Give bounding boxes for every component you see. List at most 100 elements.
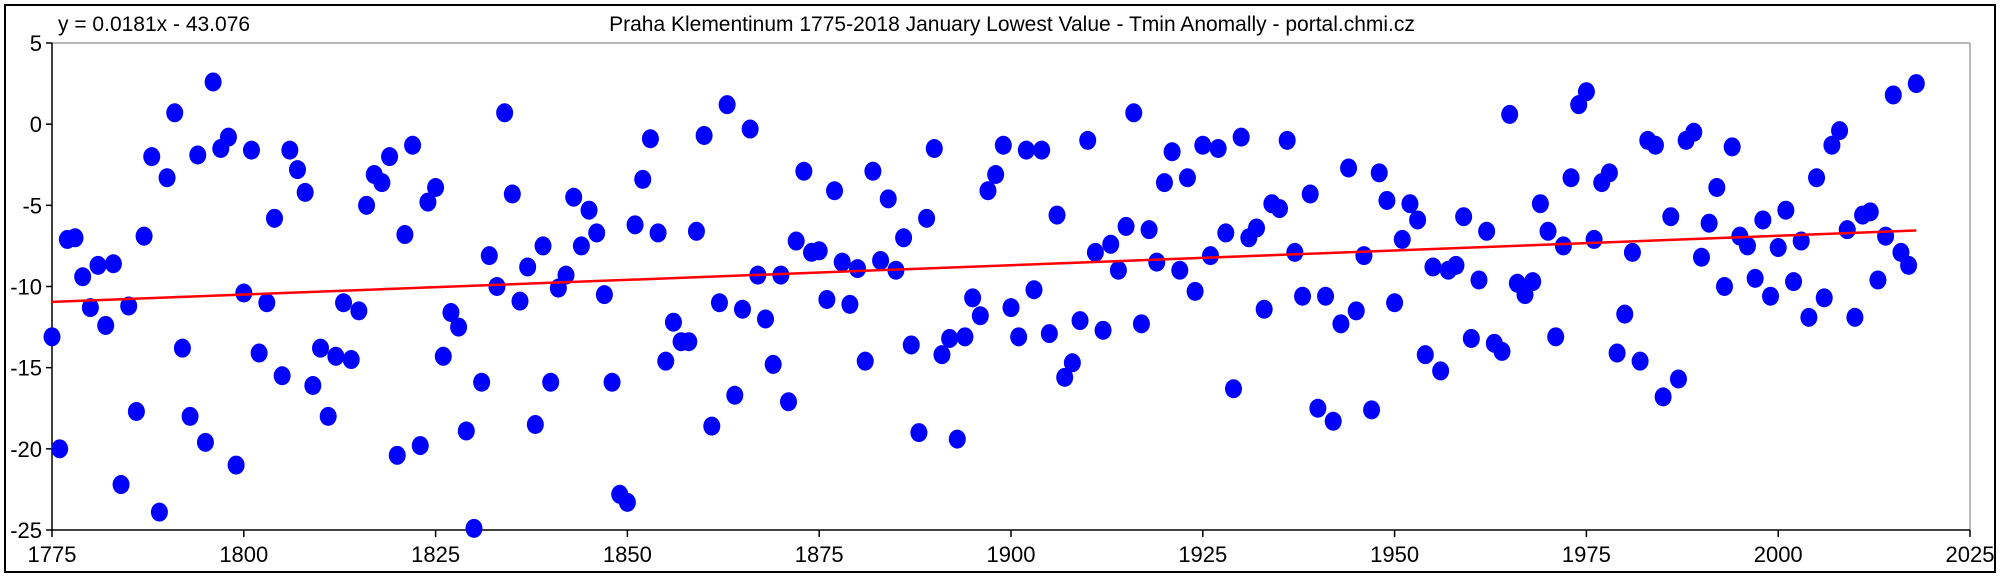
data-point-1827	[442, 302, 460, 322]
data-point-1807	[289, 160, 307, 180]
x-tick-label: 2000	[1754, 542, 1803, 567]
data-point-1868	[756, 309, 774, 329]
data-point-1886	[895, 228, 913, 248]
data-point-1814	[342, 350, 360, 370]
x-tick-label: 1775	[28, 542, 77, 567]
data-point-1883	[872, 251, 890, 271]
data-point-1842	[557, 265, 575, 285]
data-point-1780	[81, 298, 99, 318]
data-point-1818	[373, 173, 391, 193]
data-point-1986	[1662, 207, 1680, 227]
data-point-1951	[1393, 229, 1411, 249]
data-point-1876	[818, 289, 836, 309]
data-point-1845	[580, 200, 598, 220]
data-point-2007	[1823, 135, 1841, 155]
data-point-1840	[542, 372, 560, 392]
data-point-1969	[1531, 194, 1549, 214]
data-point-1889	[918, 208, 936, 228]
data-point-1778	[66, 228, 84, 248]
data-point-1892	[941, 328, 959, 348]
data-point-1900	[1002, 298, 1020, 318]
data-point-2010	[1846, 307, 1864, 327]
data-point-1906	[1048, 205, 1066, 225]
data-point-1834	[496, 103, 514, 123]
data-point-1981	[1623, 242, 1641, 262]
y-tick-label: 0	[30, 112, 42, 137]
data-point-1999	[1762, 286, 1780, 306]
data-point-1872	[787, 231, 805, 251]
data-point-1838	[526, 414, 544, 434]
data-point-1865	[733, 299, 751, 319]
data-point-1925	[1194, 135, 1212, 155]
data-point-1909	[1071, 311, 1089, 331]
data-point-1927	[1209, 139, 1227, 159]
data-point-2005	[1808, 168, 1826, 188]
data-point-2013	[1869, 270, 1887, 290]
data-point-1932	[1248, 218, 1266, 238]
data-point-1864	[726, 385, 744, 405]
data-point-1787	[135, 226, 153, 246]
data-point-1821	[396, 225, 414, 245]
data-point-1878	[833, 252, 851, 272]
data-point-1958	[1447, 255, 1465, 275]
data-point-1813	[335, 293, 353, 313]
data-point-1846	[588, 223, 606, 243]
data-point-1978	[1600, 163, 1618, 183]
data-point-1972	[1554, 236, 1572, 256]
data-point-1942	[1324, 411, 1342, 431]
data-point-1915	[1117, 216, 1135, 236]
data-point-1828	[450, 317, 468, 337]
data-point-1875	[810, 241, 828, 261]
data-point-1991	[1700, 213, 1718, 233]
x-tick-label: 1850	[603, 542, 652, 567]
data-point-1943	[1332, 314, 1350, 334]
data-point-1820	[388, 445, 406, 465]
data-point-1800	[235, 283, 253, 303]
data-point-2004	[1800, 307, 1818, 327]
data-point-1946	[1355, 246, 1373, 266]
data-point-1873	[795, 161, 813, 181]
trendline	[51, 229, 1917, 304]
data-point-1949	[1378, 190, 1396, 210]
data-point-1819	[381, 147, 399, 167]
data-point-1856	[664, 312, 682, 332]
trendline-equation: y = 0.0181x - 43.076	[58, 13, 250, 36]
data-point-1985	[1654, 387, 1672, 407]
data-point-1844	[572, 236, 590, 256]
data-point-2012	[1861, 202, 1879, 222]
data-point-1952	[1401, 194, 1419, 214]
data-point-1835	[503, 184, 521, 204]
data-point-1858	[680, 332, 698, 352]
data-point-1902	[1017, 140, 1035, 160]
y-tick-label: -25	[10, 518, 42, 543]
data-point-1802	[250, 343, 268, 363]
y-tick-label: -5	[22, 193, 42, 218]
chart-frame	[4, 4, 1996, 573]
data-point-1783	[104, 254, 122, 274]
data-point-1917	[1132, 314, 1150, 334]
data-point-1950	[1386, 293, 1404, 313]
data-point-1859	[687, 221, 705, 241]
data-point-1933	[1255, 299, 1273, 319]
data-point-1918	[1140, 220, 1158, 240]
data-point-1790	[158, 168, 176, 188]
data-point-2014	[1877, 226, 1895, 246]
data-point-1905	[1040, 324, 1058, 344]
data-point-1784	[112, 475, 130, 495]
data-point-1884	[879, 189, 897, 209]
data-point-1890	[925, 139, 943, 159]
data-point-1945	[1347, 301, 1365, 321]
data-point-1987	[1669, 369, 1687, 389]
data-point-2009	[1838, 220, 1856, 240]
data-point-1861	[703, 416, 721, 436]
chart-title: Praha Klementinum 1775-2018 January Lowe…	[609, 13, 1415, 36]
data-point-1826	[434, 346, 452, 366]
data-point-1837	[519, 257, 537, 277]
data-point-1853	[641, 129, 659, 149]
data-point-1796	[204, 72, 222, 92]
data-points	[43, 72, 1925, 538]
data-point-1806	[281, 140, 299, 160]
data-point-1994	[1723, 137, 1741, 157]
data-point-1979	[1608, 343, 1626, 363]
data-point-1955	[1424, 257, 1442, 277]
